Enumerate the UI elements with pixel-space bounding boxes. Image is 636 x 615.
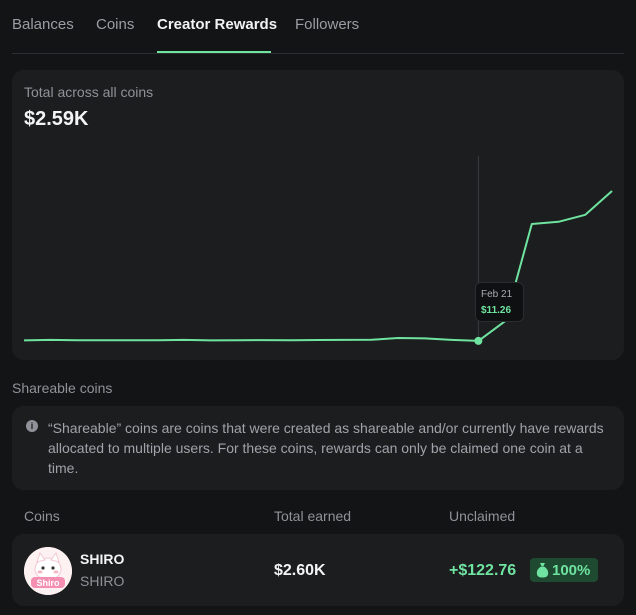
tab-bar: Balances Coins Creator Rewards Followers [12, 0, 624, 54]
table-row[interactable]: Shiro SHIRO SHIRO $2.60K +$122.76 100% [12, 534, 624, 606]
header-unclaimed: Unclaimed [449, 508, 516, 524]
header-coins: Coins [24, 508, 60, 524]
tab-balances[interactable]: Balances [12, 16, 74, 33]
tooltip-date: Feb 21 [481, 289, 513, 300]
total-earned-value: $2.60K [274, 562, 326, 579]
active-tab-indicator [157, 51, 271, 53]
avatar: Shiro [24, 547, 72, 595]
shareable-notice: i “Shareable” coins are coins that were … [12, 406, 624, 490]
coin-name: SHIRO [80, 551, 125, 567]
shareable-coins-title: Shareable coins [12, 380, 113, 396]
money-bag-icon [536, 563, 549, 578]
header-total-earned: Total earned [274, 508, 352, 524]
series-line-rewards [23, 190, 613, 342]
shareable-notice-text: “Shareable” coins are coins that were cr… [48, 420, 604, 476]
tab-followers[interactable]: Followers [295, 16, 360, 33]
claim-percentage-badge[interactable]: 100% [530, 558, 598, 582]
claim-percentage: 100% [552, 562, 591, 579]
svg-text:Shiro: Shiro [36, 578, 60, 588]
tooltip-value: $11.26 [481, 305, 512, 316]
total-label: Total across all coins [24, 84, 154, 100]
tab-creator-rewards[interactable]: Creator Rewards [157, 16, 278, 33]
coin-symbol: SHIRO [80, 573, 125, 589]
unclaimed-value: +$122.76 [449, 562, 517, 579]
shiro-logo-icon: Shiro [24, 547, 72, 595]
tab-coins[interactable]: Coins [96, 16, 135, 33]
info-icon: i [26, 420, 38, 432]
rewards-line-chart[interactable] [12, 70, 624, 360]
rewards-chart-card: Total across all coins $2.59K Feb 21 $11… [12, 70, 624, 360]
chart-tooltip: Feb 21 $11.26 [475, 282, 524, 322]
highlighted-data-point[interactable] [474, 336, 483, 345]
total-value: $2.59K [24, 108, 89, 130]
